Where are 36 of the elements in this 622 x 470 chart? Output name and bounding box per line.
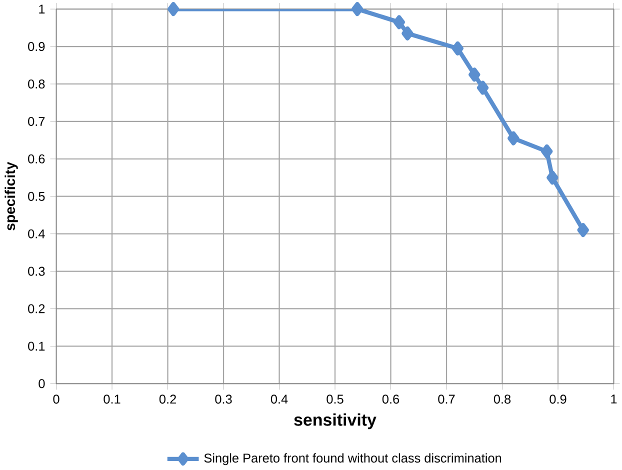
point	[468, 67, 480, 82]
y-tick-label: 0.7	[28, 116, 45, 126]
y-tick-label: 0.2	[28, 304, 45, 314]
x-tick-label: 1	[611, 394, 617, 404]
point	[393, 14, 405, 30]
y-tick-label: 0.8	[28, 79, 45, 88]
x-tick-label: 0.1	[104, 394, 120, 404]
legend-label: Single Pareto front found without class discrimination	[204, 453, 502, 465]
x-tick-label: 0.3	[215, 394, 232, 404]
x-tick-label: 0.7	[438, 394, 455, 404]
x-tick-label: 0.4	[270, 394, 288, 404]
x-tick-label: 0.8	[494, 394, 511, 404]
point	[541, 144, 553, 158]
x-tick-label: 0	[53, 394, 60, 404]
point	[351, 2, 364, 16]
y-tick-label: 0.5	[28, 192, 45, 201]
y-tick-label: 0.9	[28, 42, 45, 51]
y-tick-label: 0.3	[28, 266, 45, 276]
x-tick-label: 0.9	[550, 394, 566, 404]
x-tick-label: 0.5	[326, 394, 344, 404]
x-tick-label: 0.6	[382, 394, 400, 404]
x-tick-label: 0.2	[159, 394, 176, 404]
point	[402, 26, 414, 40]
x-axis-title: sensitivity	[294, 413, 376, 430]
y-tick-label: 1	[39, 4, 45, 14]
y-tick-label: 0	[38, 379, 45, 388]
y-axis-title: specificity	[4, 162, 18, 230]
y-tick-label: 0.4	[28, 229, 45, 238]
point	[476, 80, 489, 95]
point	[452, 41, 464, 56]
y-tick-label: 0.6	[28, 154, 45, 164]
point	[546, 170, 558, 185]
point	[577, 222, 589, 238]
y-tick-label: 0.1	[28, 342, 45, 351]
point	[508, 131, 520, 146]
point	[168, 2, 180, 16]
